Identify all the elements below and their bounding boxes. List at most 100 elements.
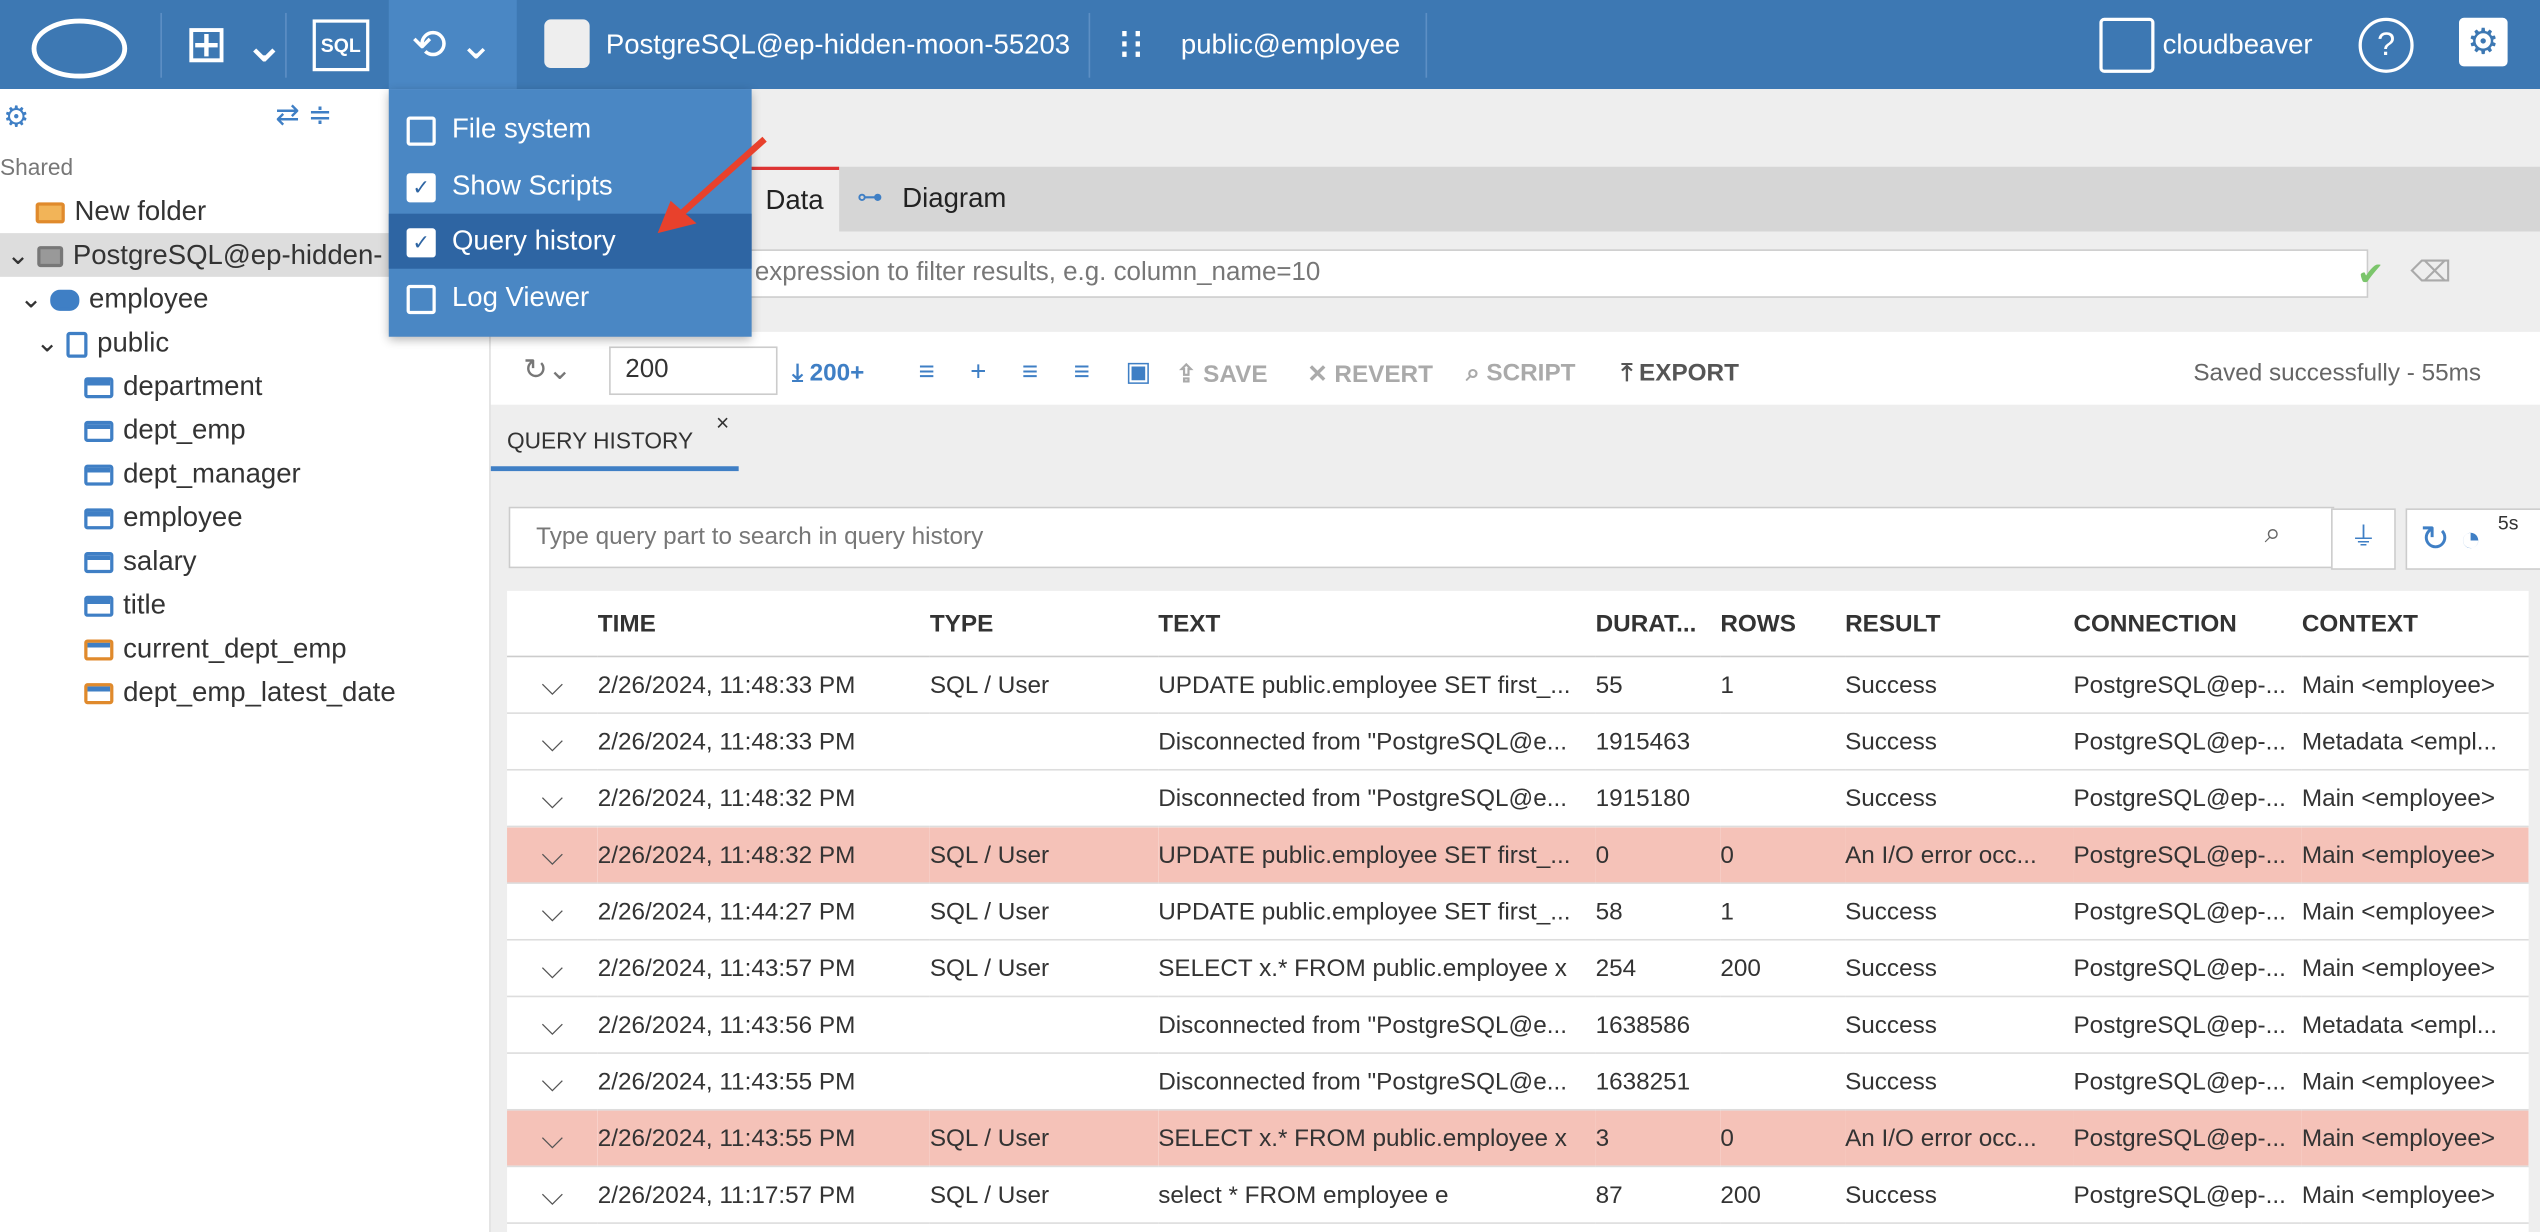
history-cell: 1 [1720,656,1846,714]
new-button[interactable]: ⊞ ⌄ [184,14,286,73]
history-cell: PostgreSQL@ep-... [2073,996,2302,1054]
save[interactable]: ⇪ SAVE [1176,361,1268,389]
expand[interactable]: ⌵ [507,656,598,714]
sql-button[interactable]: SQL [312,19,369,72]
history-cell: Main <employee> [2301,656,2529,714]
tree-item[interactable]: title [84,583,166,627]
menu-item[interactable]: ✓ Query history [388,213,752,269]
column-header[interactable]: TYPE [929,590,1159,658]
tree-label: employee [89,283,209,315]
tree-item[interactable]: ⌄ public [35,327,170,358]
expand[interactable]: ⌵ [507,1166,598,1224]
refresh[interactable]: ↻⌄ [523,352,573,386]
history-row[interactable]: ⌵ 2/26/2024, 11:48:33 PM Disconnected from… [507,713,2529,771]
close-tab[interactable]: × [715,409,730,436]
filter-button[interactable]: ⏚ [2331,508,2396,570]
history-cell: Disconnected from "PostgreSQL@e... [1158,769,1596,828]
menu-label: Show Scripts [451,169,613,200]
menu-label: Log Viewer [451,280,590,312]
history-cell: 1638586 [1595,996,1721,1054]
expand[interactable]: ⌵ [507,769,598,828]
export[interactable]: ⤒ EXPORT [1621,359,1739,387]
history-table: TIME TYPE TEXT DURAT... ROWS RESULT CONNECTION… [507,590,2529,1224]
tab[interactable]: Data [750,166,840,235]
history-cell [929,769,1159,828]
help[interactable]: ? [2358,17,2414,73]
column-header[interactable]: TEXT [1158,590,1596,658]
filter-input[interactable]: expression to filter results, e.g. colum… [733,249,2369,298]
tree-item[interactable]: department [84,364,262,408]
history-cell: Main <employee> [2301,883,2529,941]
header-cell [507,590,598,658]
button-label: EXPORT [1639,359,1739,387]
tree-label: employee [123,501,243,533]
connection[interactable]: PostgreSQL@ep-hidden-moon-55203 [605,29,1071,60]
menu-label: File system [451,113,592,145]
column-header[interactable]: RESULT [1845,590,2074,658]
button-label: REVERT [1334,361,1433,389]
auto-refresh[interactable]: ↻ ◔ 5s [2405,508,2540,570]
tools-button[interactable]: ⟲ ⌄ [388,0,517,90]
tree-item[interactable]: dept_emp_latest_date [84,670,396,714]
history-search[interactable]: Type query part to search in query histo… [508,506,2335,569]
tree-label: PostgreSQL@ep-hidden- [72,239,383,271]
column-header[interactable]: CONTEXT [2301,590,2529,658]
expand[interactable]: ⌵ [507,939,598,998]
tree-item[interactable]: dept_emp [84,408,246,452]
column-header[interactable]: TIME [597,590,930,658]
tree-item[interactable]: employee [84,495,243,539]
history-row[interactable]: ⌵ 2/26/2024, 11:48:32 PM Disconnected from… [507,769,2529,828]
menu-item[interactable]: Log Viewer [389,270,752,325]
history-cell [1720,769,1846,828]
history-row[interactable]: ⌵ 2/26/2024, 11:43:55 PM Disconnected from… [507,1053,2529,1111]
script[interactable]: ⌕ SCRIPT [1466,359,1576,387]
panel-tab[interactable]: QUERY HISTORY [490,410,739,472]
schema[interactable]: public@employee [1180,29,1401,60]
history-row[interactable]: ⌵ 2/26/2024, 11:43:57 PM SQL / User SELECT … [507,939,2529,998]
checkbox [406,284,436,314]
history-row[interactable]: ⌵ 2/26/2024, 11:48:33 PM SQL / User UPDATE … [507,656,2529,714]
history-row[interactable]: ⌵ 2/26/2024, 11:43:55 PM SQL / User SELECT … [507,1109,2529,1168]
revert[interactable]: ✕ REVERT [1307,361,1433,389]
history-cell: UPDATE public.employee SET first_... [1158,656,1596,714]
expand[interactable]: ⌵ [507,826,598,884]
checkbox: ✓ [406,228,436,258]
expand[interactable]: ⌵ [507,713,598,771]
tree-item[interactable]: dept_manager [84,452,301,496]
tree-item[interactable]: current_dept_emp [84,627,347,671]
schema-icon: ⁝⁝ [1117,19,1145,68]
history-row[interactable]: ⌵ 2/26/2024, 11:43:56 PM Disconnected from… [507,996,2529,1054]
history-cell: Success [1845,883,2074,941]
tree-label: public [97,327,170,358]
fetch-more[interactable]: ⤓ 200+ [792,359,865,387]
clear-filter[interactable]: ⌫ [2410,255,2452,289]
checkbox: ✓ [406,172,436,202]
history-cell: PostgreSQL@ep-... [2073,883,2302,941]
menu-item[interactable]: File system [389,102,752,157]
history-cell [929,996,1159,1054]
apply-filter[interactable]: ✔ [2356,257,2385,294]
history-row[interactable]: ⌵ 2/26/2024, 11:44:27 PM SQL / User UPDATE … [507,883,2529,941]
expand[interactable]: ⌵ [507,883,598,941]
expand[interactable]: ⌵ [507,996,598,1054]
user[interactable]: cloudbeaver [2162,29,2313,60]
tab[interactable]: Diagram [902,182,1007,214]
nav-settings[interactable]: ⚙ [3,100,30,133]
tree-item[interactable]: New folder [35,189,206,233]
tree-item[interactable]: salary [84,539,197,583]
column-header[interactable]: ROWS [1720,590,1846,658]
expand[interactable]: ⌵ [507,1053,598,1111]
nav-link[interactable]: ⇄ ≑ [275,98,333,132]
status: Saved successfully - 55ms [2193,359,2482,387]
fetch-size[interactable]: 200 [609,346,778,396]
column-header[interactable]: CONNECTION [2073,590,2302,658]
history-row[interactable]: ⌵ 2/26/2024, 11:17:57 PM SQL / User select … [507,1166,2529,1224]
settings[interactable]: ⚙ [2459,17,2508,67]
column-header[interactable]: DURAT... [1595,590,1721,658]
tree-label: dept_emp_latest_date [123,676,396,708]
menu-item[interactable]: ✓ Show Scripts [389,158,752,213]
history-row[interactable]: ⌵ 2/26/2024, 11:48:32 PM SQL / User UPDATE … [507,826,2529,884]
tree-item[interactable]: ⌄ employee [19,283,209,315]
expand[interactable]: ⌵ [507,1109,598,1168]
tree-label: salary [123,545,197,577]
